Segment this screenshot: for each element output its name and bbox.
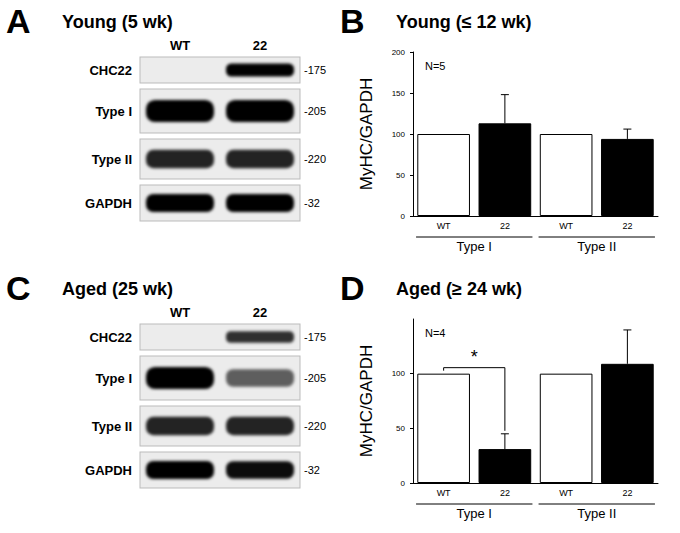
svg-text:N=5: N=5 — [425, 60, 446, 72]
svg-text:-175: -175 — [304, 64, 326, 76]
html-text:B: B — [340, 2, 365, 40]
html-text:Young (≤ 12 wk): Young (≤ 12 wk) — [396, 12, 532, 32]
svg-text:150: 150 — [392, 89, 406, 98]
svg-text:Type I: Type I — [95, 371, 132, 386]
html-text:D: D — [340, 269, 365, 307]
svg-text:-32: -32 — [304, 197, 320, 209]
html-text:Aged (≥ 24 wk): Aged (≥ 24 wk) — [396, 279, 522, 299]
svg-text:GAPDH: GAPDH — [85, 463, 132, 478]
svg-text:100: 100 — [392, 369, 406, 378]
svg-text:50: 50 — [396, 171, 405, 180]
svg-text:-220: -220 — [304, 420, 326, 432]
svg-text:WT: WT — [559, 488, 573, 498]
svg-text:GAPDH: GAPDH — [85, 196, 132, 211]
svg-text:*: * — [471, 347, 478, 367]
svg-text:WT: WT — [559, 221, 573, 231]
svg-text:Type II: Type II — [577, 506, 616, 521]
svg-text:MyHC/GAPDH: MyHC/GAPDH — [357, 78, 376, 190]
svg-text:Type I: Type I — [95, 104, 132, 119]
svg-text:200: 200 — [392, 48, 406, 57]
svg-text:22: 22 — [500, 221, 510, 231]
svg-text:MyHC/GAPDH: MyHC/GAPDH — [357, 345, 376, 457]
svg-text:22: 22 — [253, 305, 267, 320]
svg-text:Type I: Type I — [457, 506, 492, 521]
svg-text:0: 0 — [401, 479, 406, 488]
svg-text:-220: -220 — [304, 153, 326, 165]
svg-text:CHC22: CHC22 — [89, 330, 132, 345]
svg-text:Type II: Type II — [92, 419, 132, 434]
html-text:Aged (25 wk): Aged (25 wk) — [62, 279, 173, 299]
svg-text:100: 100 — [392, 130, 406, 139]
svg-text:CHC22: CHC22 — [89, 63, 132, 78]
svg-text:22: 22 — [622, 221, 632, 231]
svg-text:50: 50 — [396, 424, 405, 433]
svg-text:WT: WT — [437, 488, 451, 498]
html-text:C: C — [6, 269, 31, 307]
svg-text:WT: WT — [170, 305, 190, 320]
html-text:A: A — [6, 2, 31, 40]
svg-text:-205: -205 — [304, 372, 326, 384]
svg-text:Type II: Type II — [577, 239, 616, 254]
svg-text:0: 0 — [401, 212, 406, 221]
svg-text:WT: WT — [170, 38, 190, 53]
svg-text:Type I: Type I — [457, 239, 492, 254]
svg-text:-32: -32 — [304, 464, 320, 476]
svg-text:-175: -175 — [304, 331, 326, 343]
svg-text:22: 22 — [500, 488, 510, 498]
html-text:Young (5 wk): Young (5 wk) — [62, 12, 173, 32]
svg-text:22: 22 — [622, 488, 632, 498]
svg-text:N=4: N=4 — [425, 327, 446, 339]
svg-text:22: 22 — [253, 38, 267, 53]
svg-text:WT: WT — [437, 221, 451, 231]
svg-text:Type II: Type II — [92, 152, 132, 167]
svg-text:-205: -205 — [304, 105, 326, 117]
